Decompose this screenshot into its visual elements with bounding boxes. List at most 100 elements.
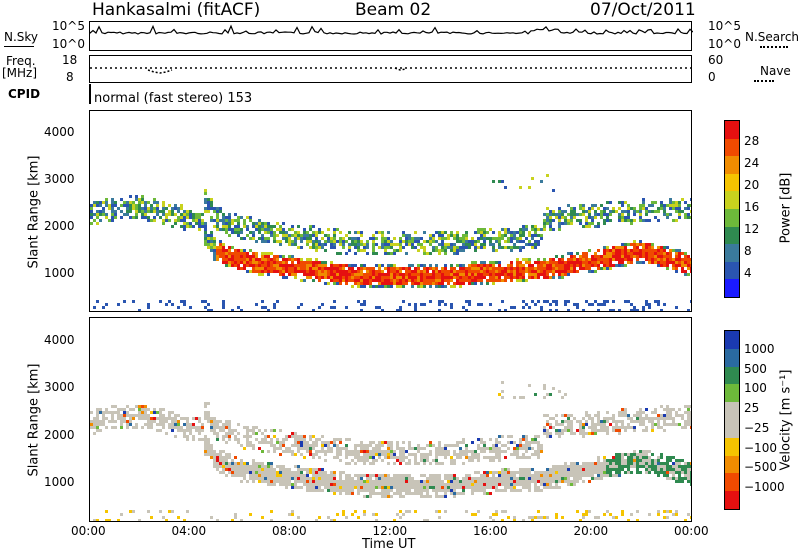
velocity-data-cell	[651, 462, 654, 465]
velocity-data-cell	[270, 474, 273, 477]
velocity-data-cell	[636, 459, 639, 462]
power-data-cell	[144, 216, 147, 219]
power-data-cell	[384, 246, 387, 249]
velocity-data-cell	[417, 480, 420, 483]
velocity-data-cell	[492, 447, 495, 450]
velocity-data-cell	[294, 477, 297, 480]
power-data-cell	[207, 237, 210, 240]
power-data-cell	[228, 222, 231, 225]
velocity-data-cell	[243, 447, 246, 450]
velocity-data-cell	[582, 465, 585, 468]
power-data-cell	[576, 219, 579, 222]
power-data-cell	[426, 276, 429, 279]
velocity-data-cell	[690, 411, 691, 414]
velocity-data-cell	[357, 456, 360, 459]
velocity-data-cell	[498, 483, 501, 486]
velocity-data-cell	[480, 447, 483, 450]
velocity-data-cell	[447, 480, 450, 483]
power-data-cell	[123, 300, 126, 303]
noise-right-tick-low: 10^0	[708, 37, 741, 51]
velocity-data-cell	[480, 441, 483, 444]
velocity-data-cell	[438, 477, 441, 480]
velocity-data-cell	[156, 429, 159, 432]
velocity-data-cell	[294, 453, 297, 456]
power-data-cell	[216, 246, 219, 249]
power-data-cell	[201, 225, 204, 228]
velocity-data-cell	[462, 450, 465, 453]
velocity-data-cell	[351, 489, 354, 492]
velocity-data-cell	[579, 468, 582, 471]
velocity-data-cell	[159, 423, 162, 426]
velocity-data-cell	[522, 456, 525, 459]
power-data-cell	[246, 258, 249, 261]
power-data-cell	[561, 273, 564, 276]
velocity-data-cell	[459, 480, 462, 483]
velocity-data-cell	[216, 435, 219, 438]
velocity-data-cell	[660, 426, 663, 429]
velocity-data-cell	[591, 432, 594, 435]
velocity-data-cell	[369, 456, 372, 459]
power-data-cell	[687, 309, 690, 311]
velocity-data-cell	[438, 453, 441, 456]
velocity-data-cell	[255, 432, 258, 435]
velocity-data-cell	[522, 444, 525, 447]
velocity-data-cell	[558, 480, 561, 483]
power-data-cell	[483, 231, 486, 234]
power-data-cell	[369, 285, 372, 288]
power-data-cell	[510, 276, 513, 279]
power-data-cell	[129, 204, 132, 207]
velocity-colorbar-segment	[725, 402, 739, 421]
velocity-data-cell	[489, 483, 492, 486]
velocity-data-cell	[657, 426, 660, 429]
velocity-data-cell	[564, 414, 567, 417]
power-data-cell	[678, 249, 681, 252]
velocity-data-cell	[585, 468, 588, 471]
power-data-cell	[639, 210, 642, 213]
velocity-data-cell	[657, 414, 660, 417]
power-data-cell	[135, 195, 138, 198]
velocity-data-cell	[531, 519, 534, 521]
velocity-data-cell	[351, 486, 354, 489]
velocity-data-cell	[405, 489, 408, 492]
velocity-data-cell	[510, 477, 513, 480]
velocity-data-cell	[387, 450, 390, 453]
x-axis-label: Time UT	[362, 537, 416, 552]
power-data-cell	[342, 240, 345, 243]
power-data-cell	[609, 309, 612, 311]
power-colorbar-tick: 12	[744, 222, 760, 236]
power-data-cell	[582, 204, 585, 207]
power-data-cell	[594, 264, 597, 267]
power-data-cell	[492, 264, 495, 267]
velocity-data-cell	[636, 420, 639, 423]
velocity-data-cell	[534, 516, 537, 519]
velocity-data-cell	[423, 453, 426, 456]
power-data-cell	[303, 228, 306, 231]
power-data-cell	[396, 249, 399, 252]
velocity-data-cell	[684, 426, 687, 429]
velocity-data-cell	[456, 483, 459, 486]
velocity-data-cell	[420, 474, 423, 477]
velocity-data-cell	[213, 417, 216, 420]
power-data-cell	[615, 252, 618, 255]
velocity-data-cell	[498, 435, 501, 438]
power-data-cell	[204, 225, 207, 228]
velocity-data-cell	[291, 432, 294, 435]
power-ytick-label: 2000	[44, 218, 75, 233]
power-data-cell	[312, 264, 315, 267]
power-data-cell	[660, 261, 663, 264]
velocity-data-cell	[348, 453, 351, 456]
velocity-data-cell	[147, 420, 150, 423]
velocity-data-cell	[630, 456, 633, 459]
velocity-data-cell	[477, 480, 480, 483]
velocity-data-cell	[675, 480, 678, 483]
velocity-data-cell	[492, 471, 495, 474]
velocity-data-cell	[108, 519, 111, 521]
power-data-cell	[135, 198, 138, 201]
velocity-data-cell	[321, 483, 324, 486]
power-data-cell	[624, 252, 627, 255]
velocity-data-cell	[204, 438, 207, 441]
velocity-data-cell	[285, 447, 288, 450]
velocity-data-cell	[654, 459, 657, 462]
velocity-data-cell	[636, 519, 639, 521]
power-data-cell	[444, 276, 447, 279]
